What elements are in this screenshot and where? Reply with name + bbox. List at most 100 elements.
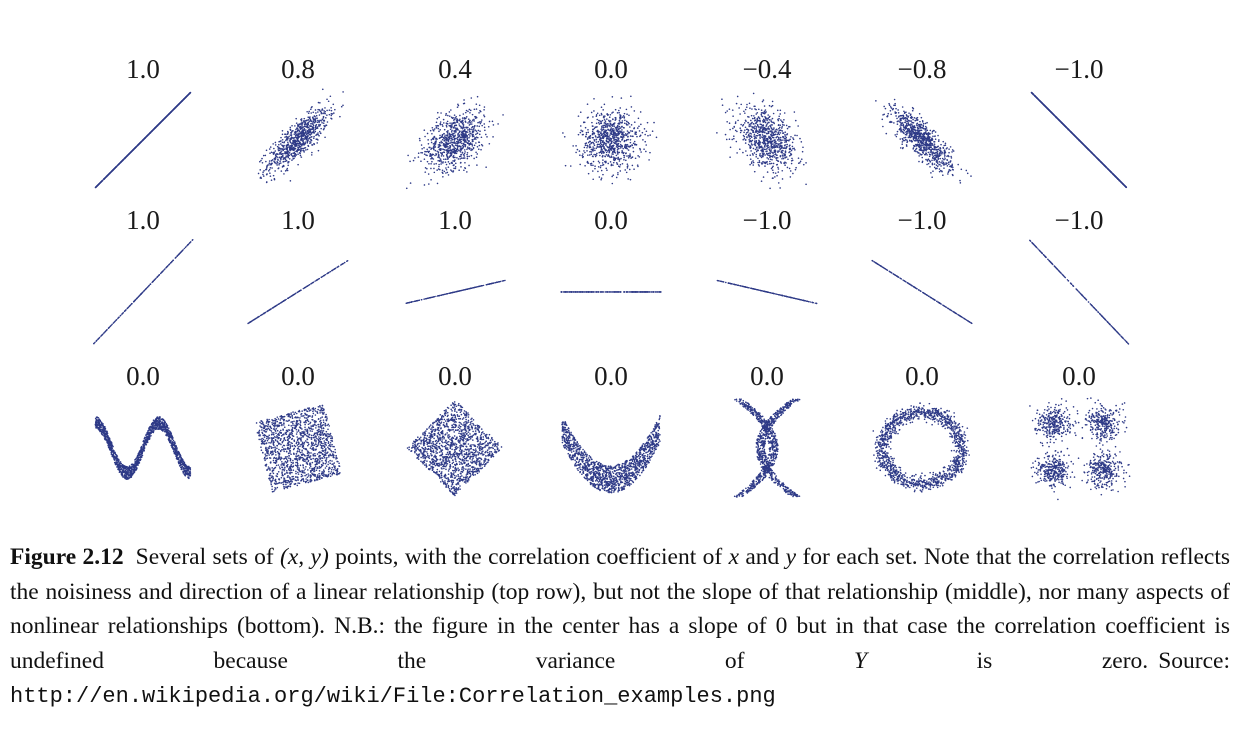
scatter-point [592, 136, 594, 139]
scatter-point [464, 117, 467, 120]
scatter-point [610, 127, 613, 129]
scatter-point [609, 125, 611, 128]
scatter-point [315, 114, 318, 117]
scatter-point [724, 111, 727, 114]
scatter-point [794, 149, 796, 151]
scatter-point [297, 138, 299, 140]
scatter-point [897, 116, 900, 118]
scatter-point [602, 173, 604, 176]
scatter-point [420, 144, 423, 146]
scatter-point [638, 130, 641, 132]
scatter-point [946, 147, 948, 149]
scatter-point [418, 137, 421, 140]
scatter-point [562, 132, 564, 134]
scatter-point [620, 117, 622, 119]
scatter-point [299, 152, 301, 155]
scatter-point [883, 105, 885, 108]
scatter-point [316, 127, 319, 130]
scatter-point [908, 136, 911, 138]
scatter-point [468, 155, 470, 158]
scatter-point [611, 96, 614, 98]
scatter-point [281, 130, 284, 132]
scatter-point [777, 166, 779, 169]
scatter-point [749, 137, 751, 140]
scatter-point [761, 134, 764, 136]
scatter-point [913, 144, 915, 147]
scatter-point [441, 148, 443, 150]
scatter-point [427, 142, 430, 145]
scatter-point [760, 156, 763, 159]
scatter-point [285, 152, 288, 154]
scatter-point [492, 136, 494, 138]
scatter-point [312, 120, 314, 122]
scatter-point [457, 132, 460, 135]
scatter-point [148, 133, 150, 135]
scatter-point [481, 144, 484, 147]
scatter-point [450, 140, 452, 142]
scatter-point [794, 168, 797, 171]
scatter-point [785, 156, 788, 158]
scatter-point [469, 109, 472, 112]
scatter-point [443, 170, 446, 173]
scatter-point [638, 156, 641, 158]
scatter-point [448, 162, 451, 165]
scatter-point [616, 136, 618, 139]
scatter-point [627, 165, 629, 167]
scatter-point [754, 108, 756, 110]
scatter-point [762, 126, 764, 129]
scatter-point [786, 166, 789, 169]
scatter-point [442, 172, 444, 174]
scatter-point [904, 117, 907, 119]
scatter-point [619, 170, 622, 172]
scatter-point [437, 168, 440, 170]
scatter-point [484, 129, 486, 132]
scatter-point [945, 163, 947, 165]
scatter-point [575, 151, 577, 154]
scatter-point [300, 133, 302, 135]
scatter-point [440, 142, 442, 144]
scatter-point [465, 134, 468, 136]
scatter-point [426, 132, 429, 135]
scatter-point [780, 141, 782, 143]
scatter-point [903, 126, 906, 129]
scatter-point [454, 117, 456, 119]
scatter-point [928, 147, 930, 149]
scatter-point [303, 127, 306, 130]
scatter-panel: −1.0 [1030, 54, 1128, 189]
scatter-point [476, 95, 479, 98]
scatter-point [752, 92, 755, 95]
scatter-point [439, 128, 442, 131]
scatter-point [610, 155, 613, 157]
scatter-point [631, 164, 634, 167]
scatter-point [308, 110, 310, 113]
scatter-point [905, 114, 908, 116]
scatter-point [453, 135, 456, 137]
scatter-point [625, 124, 628, 126]
scatter-point [770, 133, 772, 136]
scatter-point [784, 137, 787, 140]
scatter-point [788, 148, 791, 150]
scatter-point [609, 113, 612, 116]
scatter-point [935, 159, 938, 161]
scatter-point [891, 108, 894, 111]
scatter-points [94, 91, 192, 189]
scatter-point [326, 121, 329, 123]
scatter-point [609, 123, 612, 126]
scatter-point [767, 158, 770, 160]
scatter-point [305, 149, 307, 151]
scatter-point [438, 163, 440, 166]
scatter-point [927, 162, 930, 165]
scatter-point [627, 136, 629, 138]
scatter-point [584, 144, 587, 147]
scatter-point [765, 148, 767, 151]
scatter-point [951, 163, 954, 166]
scatter-point [306, 148, 309, 151]
scatter-point [436, 117, 439, 120]
scatter-point [605, 153, 608, 156]
scatter-point [421, 151, 424, 154]
scatter-point [449, 126, 452, 128]
scatter-point [430, 167, 432, 170]
scatter-point [762, 99, 765, 101]
scatter-point [760, 180, 763, 182]
scatter-point [750, 150, 752, 152]
